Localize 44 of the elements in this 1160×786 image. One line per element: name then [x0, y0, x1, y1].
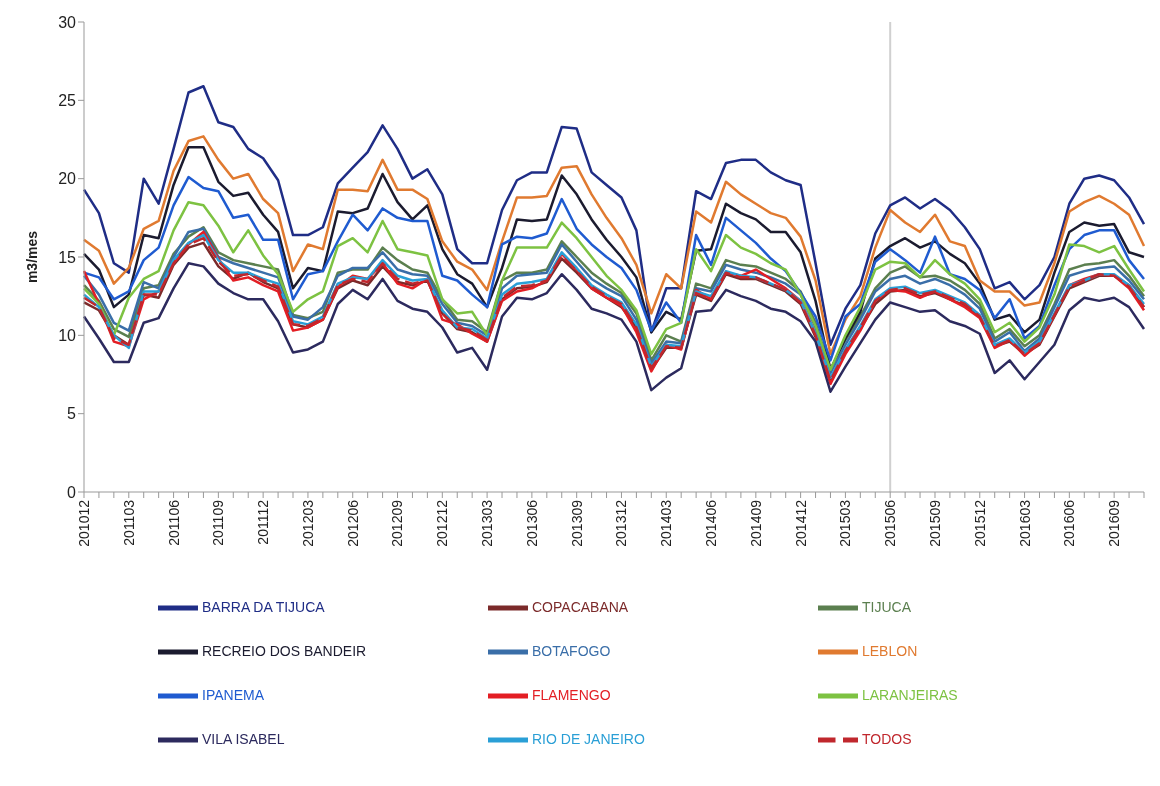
legend-label: VILA ISABEL — [202, 730, 285, 747]
x-tick-label: 201406 — [702, 499, 719, 547]
x-tick-label: 201609 — [1106, 499, 1123, 547]
legend-label: IPANEMA — [202, 686, 264, 703]
x-tick-label: 201203 — [299, 499, 316, 547]
x-tick-label: 201209 — [389, 499, 406, 547]
y-tick-label: 25 — [58, 92, 77, 110]
x-tick-label: 201606 — [1061, 499, 1078, 547]
legend-label: LARANJEIRAS — [862, 686, 958, 703]
y-tick-label: 5 — [67, 405, 77, 423]
legend-label: TODOS — [862, 730, 912, 747]
y-tick-label: 0 — [67, 483, 77, 501]
x-tick-label: 201103 — [120, 499, 137, 546]
legend-label: BARRA DA TIJUCA — [202, 598, 325, 615]
legend-label: RECREIO DOS BANDEIR — [202, 642, 367, 659]
y-axis-title: m3/mes — [23, 230, 40, 284]
x-tick-label: 201509 — [926, 499, 943, 547]
legend-label: BOTAFOGO — [532, 642, 611, 659]
y-tick-label: 20 — [58, 170, 77, 188]
legend-label: COPACABANA — [532, 598, 629, 615]
x-tick-label: 201512 — [971, 499, 988, 547]
x-tick-label: 201212 — [434, 499, 451, 547]
x-tick-label: 201309 — [568, 499, 585, 547]
x-tick-label: 201603 — [1016, 499, 1033, 547]
x-tick-label: 201206 — [344, 499, 361, 547]
legend-label: TIJUCA — [862, 598, 911, 615]
y-tick-label: 30 — [58, 13, 77, 31]
x-tick-label: 201303 — [479, 499, 496, 547]
x-tick-label: 201106 — [165, 499, 182, 546]
legend-label: RIO DE JANEIRO — [532, 730, 645, 747]
y-tick-label: 15 — [58, 248, 77, 266]
x-tick-label: 201409 — [747, 499, 764, 547]
x-tick-label: 201312 — [613, 499, 630, 547]
x-tick-label: 201506 — [882, 499, 899, 547]
x-tick-label: 201012 — [75, 499, 92, 547]
legend-label: FLAMENGO — [532, 686, 611, 703]
x-tick-label: 201503 — [837, 499, 854, 547]
x-tick-label: 201112 — [255, 499, 272, 545]
x-tick-label: 201403 — [658, 499, 675, 547]
x-tick-label: 201412 — [792, 499, 809, 547]
y-tick-label: 10 — [58, 327, 77, 345]
x-tick-label: 201306 — [523, 499, 540, 547]
x-tick-label: 201109 — [210, 499, 227, 546]
legend-label: LEBLON — [862, 642, 918, 659]
